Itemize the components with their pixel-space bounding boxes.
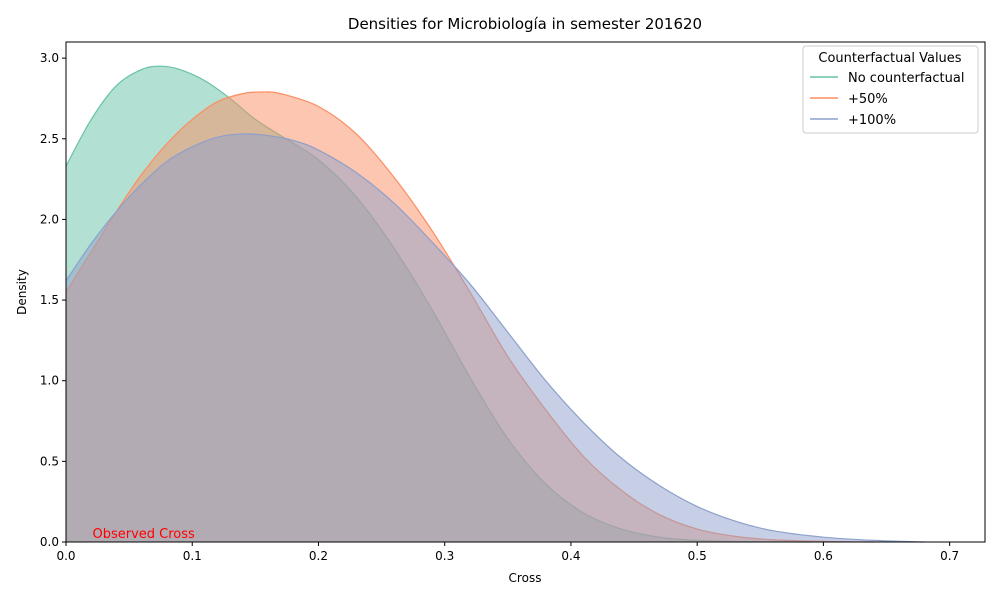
x-tick-label: 0.7 (940, 549, 959, 563)
x-tick-label: 0.2 (309, 549, 328, 563)
y-axis-label: Density (15, 269, 29, 315)
y-tick-label: 0.0 (40, 535, 59, 549)
chart-title: Densities for Microbiología in semester … (348, 15, 702, 33)
x-tick-label: 0.3 (435, 549, 454, 563)
plot-frame (65, 41, 986, 543)
y-tick-label: 3.0 (40, 51, 59, 65)
x-tick-label: 0.4 (561, 549, 580, 563)
y-tick-label: 1.0 (40, 374, 59, 388)
legend: Counterfactual Values No counterfactual +… (802, 45, 979, 134)
y-tick-label: 2.5 (40, 132, 59, 146)
x-axis-label: Cross (509, 571, 542, 585)
x-tick-label: 0.6 (814, 549, 833, 563)
legend-items: No counterfactual +50% +100% (810, 71, 964, 128)
x-tick-label: 0.5 (688, 549, 707, 563)
plot-areas (65, 65, 925, 543)
observed-cross-annotation: Observed Cross (93, 527, 196, 542)
legend-label: +100% (848, 113, 896, 128)
density-area-100 (66, 133, 925, 542)
legend-title: Counterfactual Values (818, 51, 961, 66)
legend-label: +50% (848, 92, 888, 107)
x-tick-label: 0.1 (183, 549, 202, 563)
y-tick-label: 2.0 (40, 212, 59, 226)
x-tick-label: 0.0 (56, 549, 75, 563)
y-axis-ticks: 0.0 0.5 1.0 1.5 2.0 2.5 3.0 (40, 51, 66, 549)
y-tick-label: 0.5 (40, 454, 59, 468)
density-line-100 (65, 133, 925, 543)
x-axis-ticks: 0.0 0.1 0.2 0.3 0.4 0.5 0.6 0.7 (56, 542, 959, 563)
legend-box (802, 45, 979, 134)
y-tick-label: 1.5 (40, 293, 59, 307)
legend-label: No counterfactual (848, 71, 964, 86)
